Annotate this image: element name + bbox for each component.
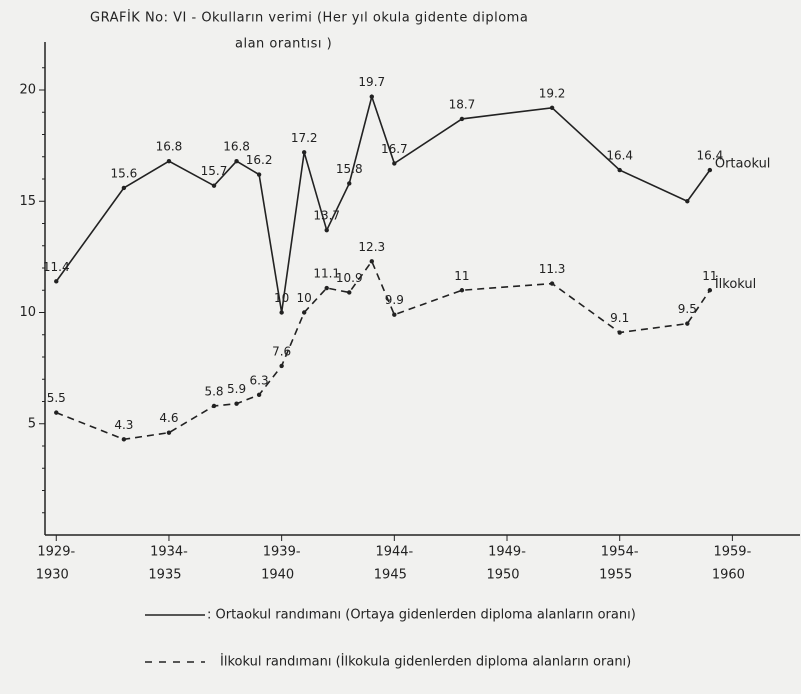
point [121, 437, 127, 442]
point [617, 330, 622, 335]
y-tick-label: 10 [19, 305, 36, 320]
x-tick-label: 1955 [599, 568, 632, 583]
data-label: 5.5 [47, 391, 66, 405]
point [459, 288, 465, 293]
x-tick-label: 1954- [601, 545, 639, 560]
x-tick-label: 1930 [36, 568, 69, 583]
data-label: 15.7 [201, 164, 228, 178]
data-label: 10.9 [336, 271, 363, 285]
point [211, 403, 217, 409]
series-end-label: İlkokul [715, 276, 756, 292]
data-label: 5.8 [204, 384, 223, 398]
point [392, 312, 397, 317]
data-label: 16.8 [156, 140, 183, 154]
data-label: 4.6 [159, 411, 178, 425]
x-tick-label: 1945 [374, 568, 407, 583]
point [347, 181, 352, 186]
data-label: 15.6 [111, 166, 138, 180]
data-label: 6.3 [250, 373, 269, 387]
x-tick-label: 1960 [712, 568, 745, 583]
point [256, 172, 262, 177]
data-label: 7.6 [272, 344, 291, 358]
point [234, 401, 239, 406]
data-label: 13.7 [313, 209, 340, 223]
chart-title: GRAFİK No: VI - Okulların verimi (Her yı… [90, 10, 528, 26]
point [549, 281, 555, 286]
point [121, 185, 127, 191]
point [301, 310, 307, 315]
data-label: 11.4 [43, 260, 70, 274]
point [54, 279, 59, 284]
series-line [55, 259, 711, 441]
data-label: 9.1 [610, 311, 629, 325]
x-tick-label: 1935 [148, 568, 181, 583]
x-tick-label: 1940 [261, 568, 294, 583]
data-label: 10 [297, 291, 312, 305]
point [549, 105, 555, 111]
point [685, 199, 690, 204]
x-tick-label: 1939- [263, 545, 301, 560]
data-label: 15.8 [336, 162, 363, 176]
point [347, 290, 352, 295]
x-tick-label: 1950 [486, 568, 519, 583]
point [324, 227, 329, 233]
point [234, 159, 239, 164]
series-end-label: Ortaokul [715, 157, 771, 172]
point [279, 363, 284, 369]
data-label: 11 [454, 269, 469, 283]
point [707, 288, 713, 293]
chart-title: alan orantısı ) [235, 37, 332, 52]
data-label: 12.3 [358, 240, 385, 254]
point [166, 159, 172, 164]
data-label: 18.7 [449, 97, 476, 111]
data-label: 11.3 [539, 262, 566, 276]
point [707, 167, 713, 173]
data-label: 11 [702, 269, 717, 283]
x-tick-label: 1934- [150, 545, 188, 560]
point [685, 321, 690, 326]
point [54, 410, 59, 415]
data-label: 9.9 [385, 293, 404, 307]
data-label: 16.4 [696, 149, 723, 163]
point [392, 161, 397, 166]
point [369, 259, 374, 264]
data-label: 19.2 [539, 86, 566, 100]
point [617, 167, 622, 173]
legend-label: : Ortaokul randımanı (Ortaya gidenlerden… [207, 608, 636, 623]
point [369, 94, 374, 99]
point [459, 116, 465, 122]
legend-label: İlkokul randımanı (İlkokula gidenlerden … [220, 654, 631, 670]
x-tick-label: 1944- [375, 545, 413, 560]
point [279, 310, 284, 315]
point [324, 285, 329, 291]
data-label: 4.3 [114, 418, 133, 432]
x-tick-label: 1949- [488, 545, 526, 560]
data-label: 16.4 [606, 149, 633, 163]
data-label: 5.9 [227, 382, 246, 396]
data-label: 16.2 [246, 153, 273, 167]
y-tick-label: 20 [19, 83, 36, 98]
data-label: 16.7 [381, 142, 408, 156]
y-tick-label: 5 [28, 416, 36, 431]
data-label: 10 [274, 291, 289, 305]
point [301, 150, 307, 155]
data-label: 11.1 [313, 267, 340, 281]
data-label: 17.2 [291, 131, 318, 145]
point [256, 392, 262, 398]
data-label: 19.7 [358, 75, 385, 89]
point [166, 430, 172, 435]
data-label: 16.8 [223, 140, 250, 154]
x-tick-label: 1929- [37, 545, 75, 560]
data-label: 9.5 [678, 302, 697, 316]
y-tick-label: 15 [19, 194, 36, 209]
point [211, 183, 217, 188]
x-tick-label: 1959- [713, 545, 751, 560]
